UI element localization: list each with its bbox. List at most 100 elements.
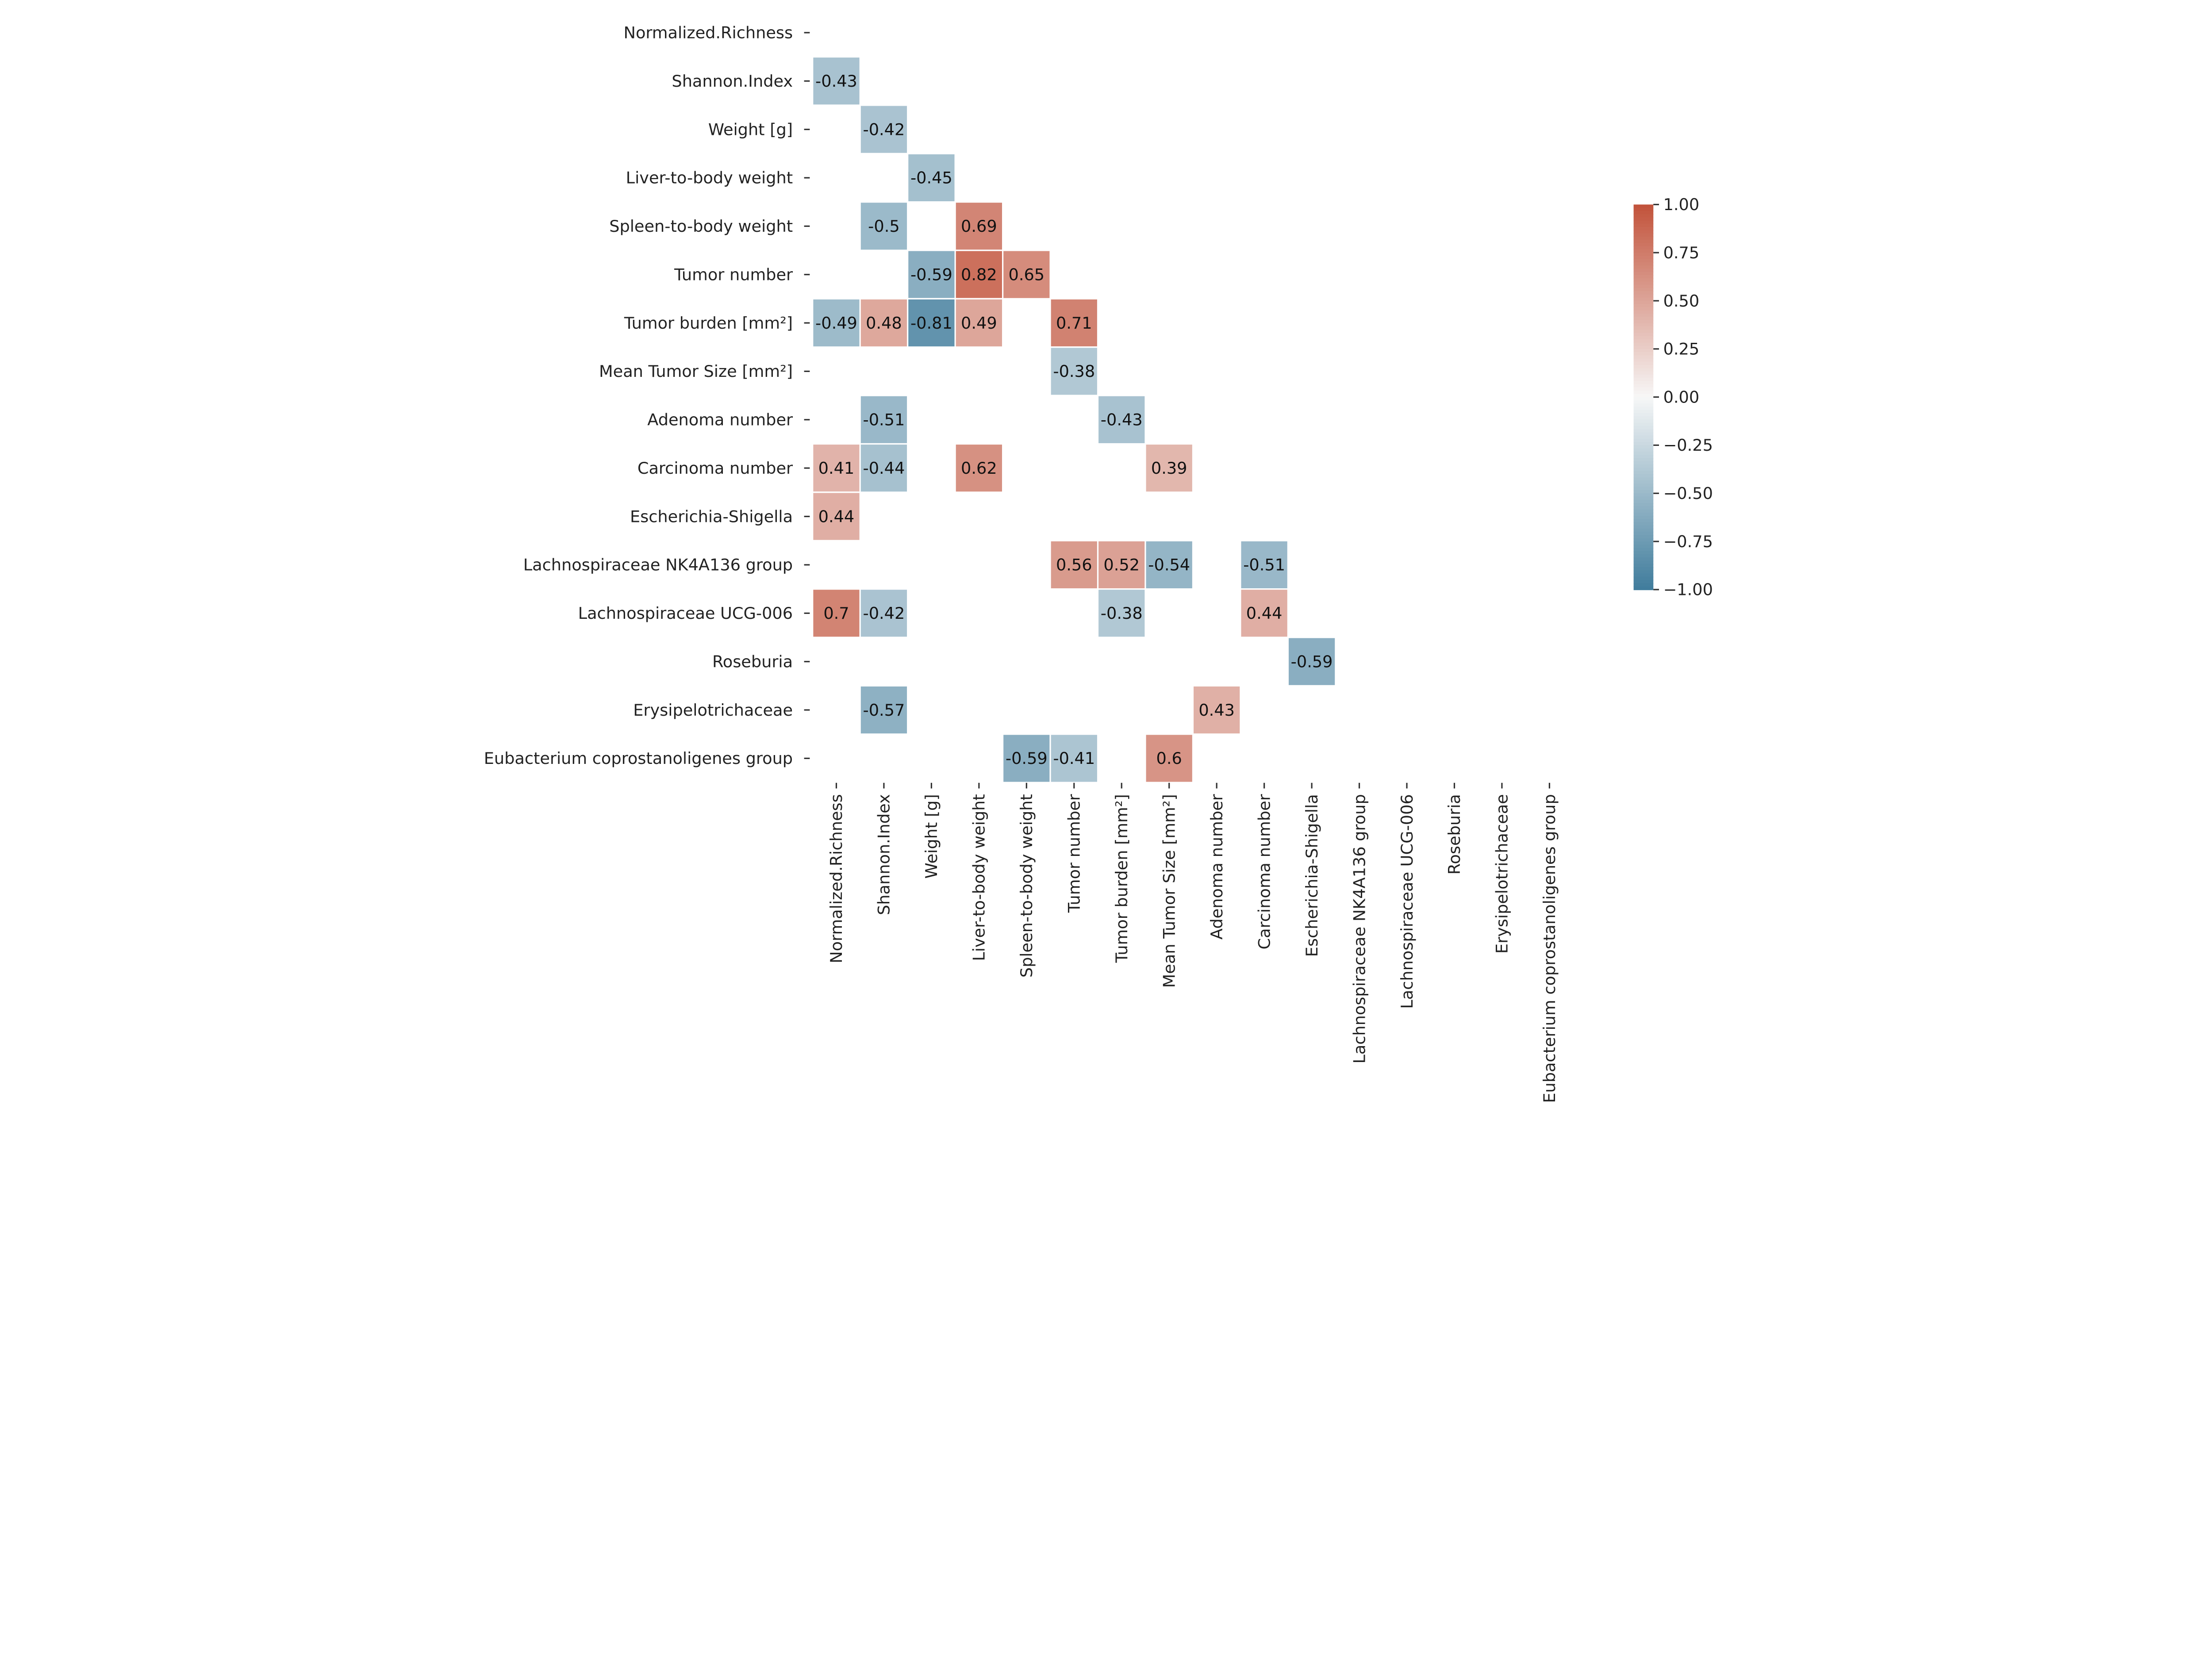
cell-value-label: -0.51 bbox=[863, 410, 905, 430]
colorbar-segment bbox=[1633, 397, 1654, 401]
column-tick-label: Erysipelotrichaceae bbox=[1493, 794, 1512, 954]
cell-value-label: -0.43 bbox=[1101, 410, 1143, 430]
cell-value-label: -0.54 bbox=[1148, 556, 1190, 575]
heatmap-cell bbox=[1144, 540, 1194, 590]
heatmap-cell bbox=[1287, 637, 1336, 686]
colorbar-tick-label: −0.75 bbox=[1663, 532, 1713, 551]
colorbar-segment bbox=[1633, 227, 1654, 231]
heatmap-cell bbox=[1097, 588, 1146, 638]
colorbar-segment bbox=[1633, 259, 1654, 263]
colorbar-segment bbox=[1633, 291, 1654, 295]
heatmap-cell bbox=[859, 685, 909, 735]
colorbar-segment bbox=[1633, 314, 1654, 318]
colorbar-segment bbox=[1633, 406, 1654, 410]
colorbar-segment bbox=[1633, 445, 1654, 449]
row-tick-label: Shannon.Index bbox=[672, 72, 793, 91]
colorbar-tick-label: 0.50 bbox=[1663, 291, 1700, 311]
cell-value-label: -0.43 bbox=[815, 72, 857, 91]
column-tick-label: Weight [g] bbox=[922, 794, 941, 878]
row-tick-label: Erysipelotrichaceae bbox=[633, 701, 793, 720]
row-tick-label: Carcinoma number bbox=[637, 459, 793, 478]
heatmap-cell bbox=[954, 443, 1004, 493]
colorbar-segment bbox=[1633, 272, 1654, 276]
colorbar-segment bbox=[1633, 256, 1654, 260]
colorbar-tick-label: 1.00 bbox=[1663, 195, 1700, 214]
column-tick-label: Tumor burden [mm²] bbox=[1112, 794, 1131, 963]
colorbar-segment bbox=[1633, 355, 1654, 359]
column-labels: Normalized.Richness Shannon.Index Weight [… bbox=[827, 782, 1559, 1103]
heatmap-cell bbox=[812, 443, 861, 493]
cell-value-label: -0.49 bbox=[815, 314, 857, 333]
colorbar-segment bbox=[1633, 288, 1654, 292]
colorbar-segment bbox=[1633, 487, 1654, 491]
colorbar-segment bbox=[1633, 249, 1654, 253]
colorbar-segment bbox=[1633, 583, 1654, 587]
cell-value-label: -0.42 bbox=[863, 120, 905, 139]
cell-value-label: 0.65 bbox=[1009, 265, 1045, 284]
colorbar-segment bbox=[1633, 384, 1654, 388]
colorbar-segment bbox=[1633, 522, 1654, 526]
colorbar: 1.00 0.75 0.50 0.25 0.00 −0.25 −0.50 −0.75 −1.00 bbox=[1633, 195, 1713, 599]
colorbar-segment bbox=[1633, 336, 1654, 340]
colorbar-segment bbox=[1633, 284, 1654, 289]
colorbar-segment bbox=[1633, 564, 1654, 568]
cell-value-label: 0.44 bbox=[1246, 604, 1283, 623]
row-tick-label: Mean Tumor Size [mm²] bbox=[599, 362, 793, 381]
row-tick-label: Eubacterium coprostanoligenes group bbox=[484, 749, 793, 768]
colorbar-segment bbox=[1633, 349, 1654, 353]
colorbar-segment bbox=[1633, 275, 1654, 279]
colorbar-segment bbox=[1633, 317, 1654, 321]
colorbar-segment bbox=[1633, 551, 1654, 555]
cell-value-label: -0.41 bbox=[1053, 749, 1095, 768]
colorbar-segment bbox=[1633, 358, 1654, 363]
heatmap-cell bbox=[859, 588, 909, 638]
colorbar-segment bbox=[1633, 230, 1654, 234]
colorbar-segment bbox=[1633, 220, 1654, 225]
colorbar-segment bbox=[1633, 490, 1654, 494]
colorbar-segment bbox=[1633, 483, 1654, 488]
cell-value-label: -0.45 bbox=[910, 169, 952, 188]
colorbar-segment bbox=[1633, 570, 1654, 574]
row-tick-label: Roseburia bbox=[712, 652, 793, 671]
heatmap-cell bbox=[907, 249, 956, 299]
colorbar-segment bbox=[1633, 330, 1654, 334]
column-tick-label: Spleen-to-body weight bbox=[1017, 794, 1036, 978]
colorbar-segment bbox=[1633, 496, 1654, 501]
row-tick-label: Lachnospiraceae UCG-006 bbox=[578, 604, 793, 623]
cell-value-label: 0.39 bbox=[1151, 459, 1187, 478]
colorbar-segment bbox=[1633, 236, 1654, 241]
colorbar-segment bbox=[1633, 580, 1654, 584]
colorbar-segment bbox=[1633, 426, 1654, 430]
colorbar-segment bbox=[1633, 493, 1654, 497]
colorbar-segment bbox=[1633, 448, 1654, 453]
colorbar-segment bbox=[1633, 567, 1654, 571]
colorbar-segment bbox=[1633, 381, 1654, 385]
colorbar-segment bbox=[1633, 211, 1654, 215]
column-tick-label: Normalized.Richness bbox=[827, 794, 846, 963]
heatmap-cell bbox=[859, 298, 909, 348]
colorbar-segment bbox=[1633, 432, 1654, 436]
row-tick-label: Normalized.Richness bbox=[624, 23, 793, 42]
cell-value-label: 0.69 bbox=[961, 217, 997, 236]
colorbar-segment bbox=[1633, 243, 1654, 247]
colorbar-tick-label: −1.00 bbox=[1663, 580, 1713, 599]
colorbar-segment bbox=[1633, 304, 1654, 308]
row-tick-label: Spleen-to-body weight bbox=[609, 217, 793, 236]
colorbar-segment bbox=[1633, 294, 1654, 299]
colorbar-segment bbox=[1633, 532, 1654, 536]
colorbar-segment bbox=[1633, 429, 1654, 433]
column-tick-label: Roseburia bbox=[1445, 794, 1464, 874]
colorbar-segment bbox=[1633, 458, 1654, 462]
cell-value-label: -0.81 bbox=[910, 314, 952, 333]
colorbar-segment bbox=[1633, 268, 1654, 272]
colorbar-segment bbox=[1633, 217, 1654, 221]
colorbar-tick-label: 0.25 bbox=[1663, 340, 1700, 359]
colorbar-segment bbox=[1633, 557, 1654, 561]
cell-value-label: -0.38 bbox=[1101, 604, 1143, 623]
column-tick-label: Lachnospiraceae NK4A136 group bbox=[1350, 794, 1369, 1063]
colorbar-tick-label: 0.75 bbox=[1663, 243, 1700, 262]
heatmap-cell bbox=[1192, 685, 1241, 735]
column-tick-label: Adenoma number bbox=[1207, 794, 1226, 940]
cell-value-label: -0.57 bbox=[863, 701, 905, 720]
colorbar-segment bbox=[1633, 323, 1654, 327]
